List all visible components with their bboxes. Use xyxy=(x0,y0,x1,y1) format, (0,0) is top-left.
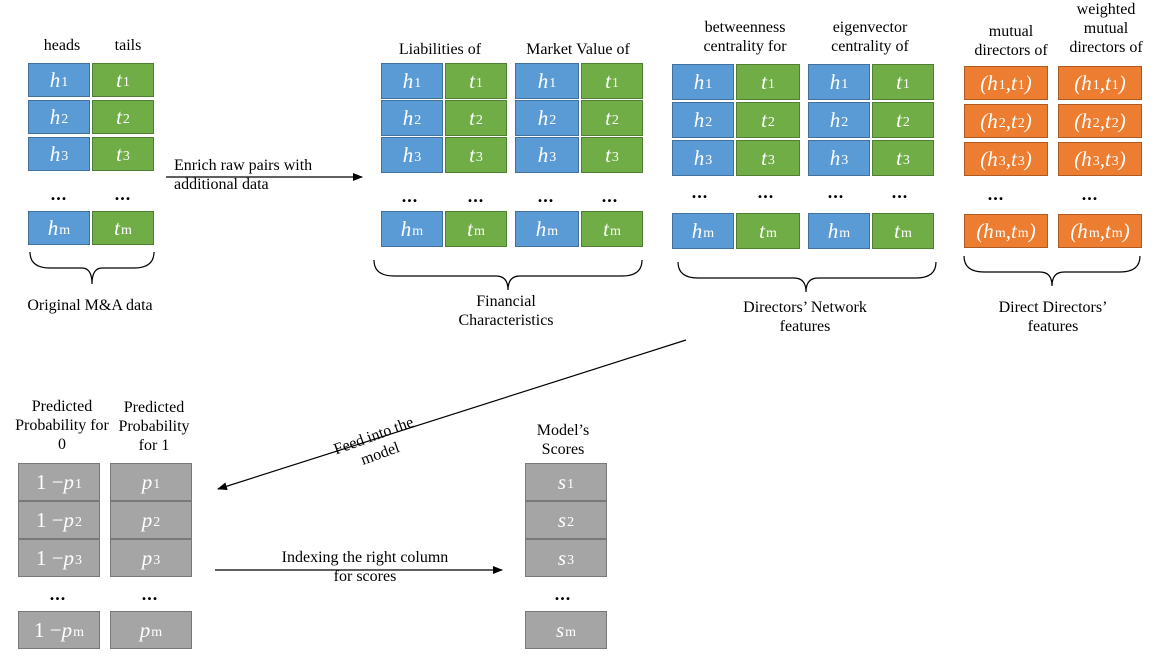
eig-tail-dots: ... xyxy=(891,182,909,202)
mutual-dots: ... xyxy=(987,184,1005,204)
tails-header: tails xyxy=(114,37,142,54)
betw-head-dots: ... xyxy=(691,182,709,202)
pred1-header: Predicted Probability for 1 xyxy=(118,399,190,454)
mv-tail-dots: ... xyxy=(601,186,619,206)
mutual-pair-cell: (h m ,t m) xyxy=(964,214,1048,248)
weighted-pair-cell: (h m ,t m) xyxy=(1058,214,1142,248)
betweenness-header: betweenness centrality for xyxy=(703,19,787,55)
pred0-dots: ... xyxy=(49,584,67,604)
scores-header: Model’s Scores xyxy=(536,422,590,458)
score-dots: ... xyxy=(554,584,572,604)
betw-tail-dots: ... xyxy=(757,182,775,202)
mv-head-dots: ... xyxy=(537,186,555,206)
liab-tail-dots: ... xyxy=(467,186,485,206)
direct-caption: Direct Directors’ features xyxy=(998,299,1108,335)
eig-head-dots: ... xyxy=(827,182,845,202)
orig-tail-dots: ... xyxy=(114,184,132,204)
weighted-mutual-header: weighted mutual directors of xyxy=(1069,1,1143,56)
financial-caption: Financial Characteristics xyxy=(458,293,554,329)
eigenvector-header: eigenvector centrality of xyxy=(831,19,909,55)
original-caption: Original M&A data xyxy=(27,297,153,314)
original-brace xyxy=(29,251,155,285)
financial-brace xyxy=(373,259,643,291)
mutual-pair-cell: (h 3 ,t 3) xyxy=(964,142,1048,176)
network-brace xyxy=(677,261,937,293)
liabilities-header: Liabilities of xyxy=(398,41,482,58)
pred0-header: Predicted Probability for 0 xyxy=(15,398,109,453)
enrich-label: Enrich raw pairs with additional data xyxy=(174,157,313,193)
pred1-dots: ... xyxy=(141,584,159,604)
liab-head-dots: ... xyxy=(401,186,419,206)
weighted-pair-cell: (h 3 ,t 3) xyxy=(1058,142,1142,176)
mutual-pair-cell: (h 1 ,t 1) xyxy=(964,66,1048,100)
network-caption: Directors’ Network features xyxy=(743,299,867,335)
indexing-label: Indexing the right column for scores xyxy=(281,549,449,585)
mutual-pair-cell: (h 2 ,t 2) xyxy=(964,104,1048,138)
feed-arrow xyxy=(217,339,687,491)
weighted-pair-cell: (h 2 ,t 2) xyxy=(1058,104,1142,138)
mutual-header: mutual directors of xyxy=(974,23,1048,59)
orig-head-dots: ... xyxy=(50,184,68,204)
market-value-header: Market Value of xyxy=(526,41,630,58)
weighted-pair-cell: (h 1 ,t 1) xyxy=(1058,66,1142,100)
weighted-dots: ... xyxy=(1081,184,1099,204)
heads-header: heads xyxy=(43,37,81,54)
direct-brace xyxy=(963,255,1141,287)
